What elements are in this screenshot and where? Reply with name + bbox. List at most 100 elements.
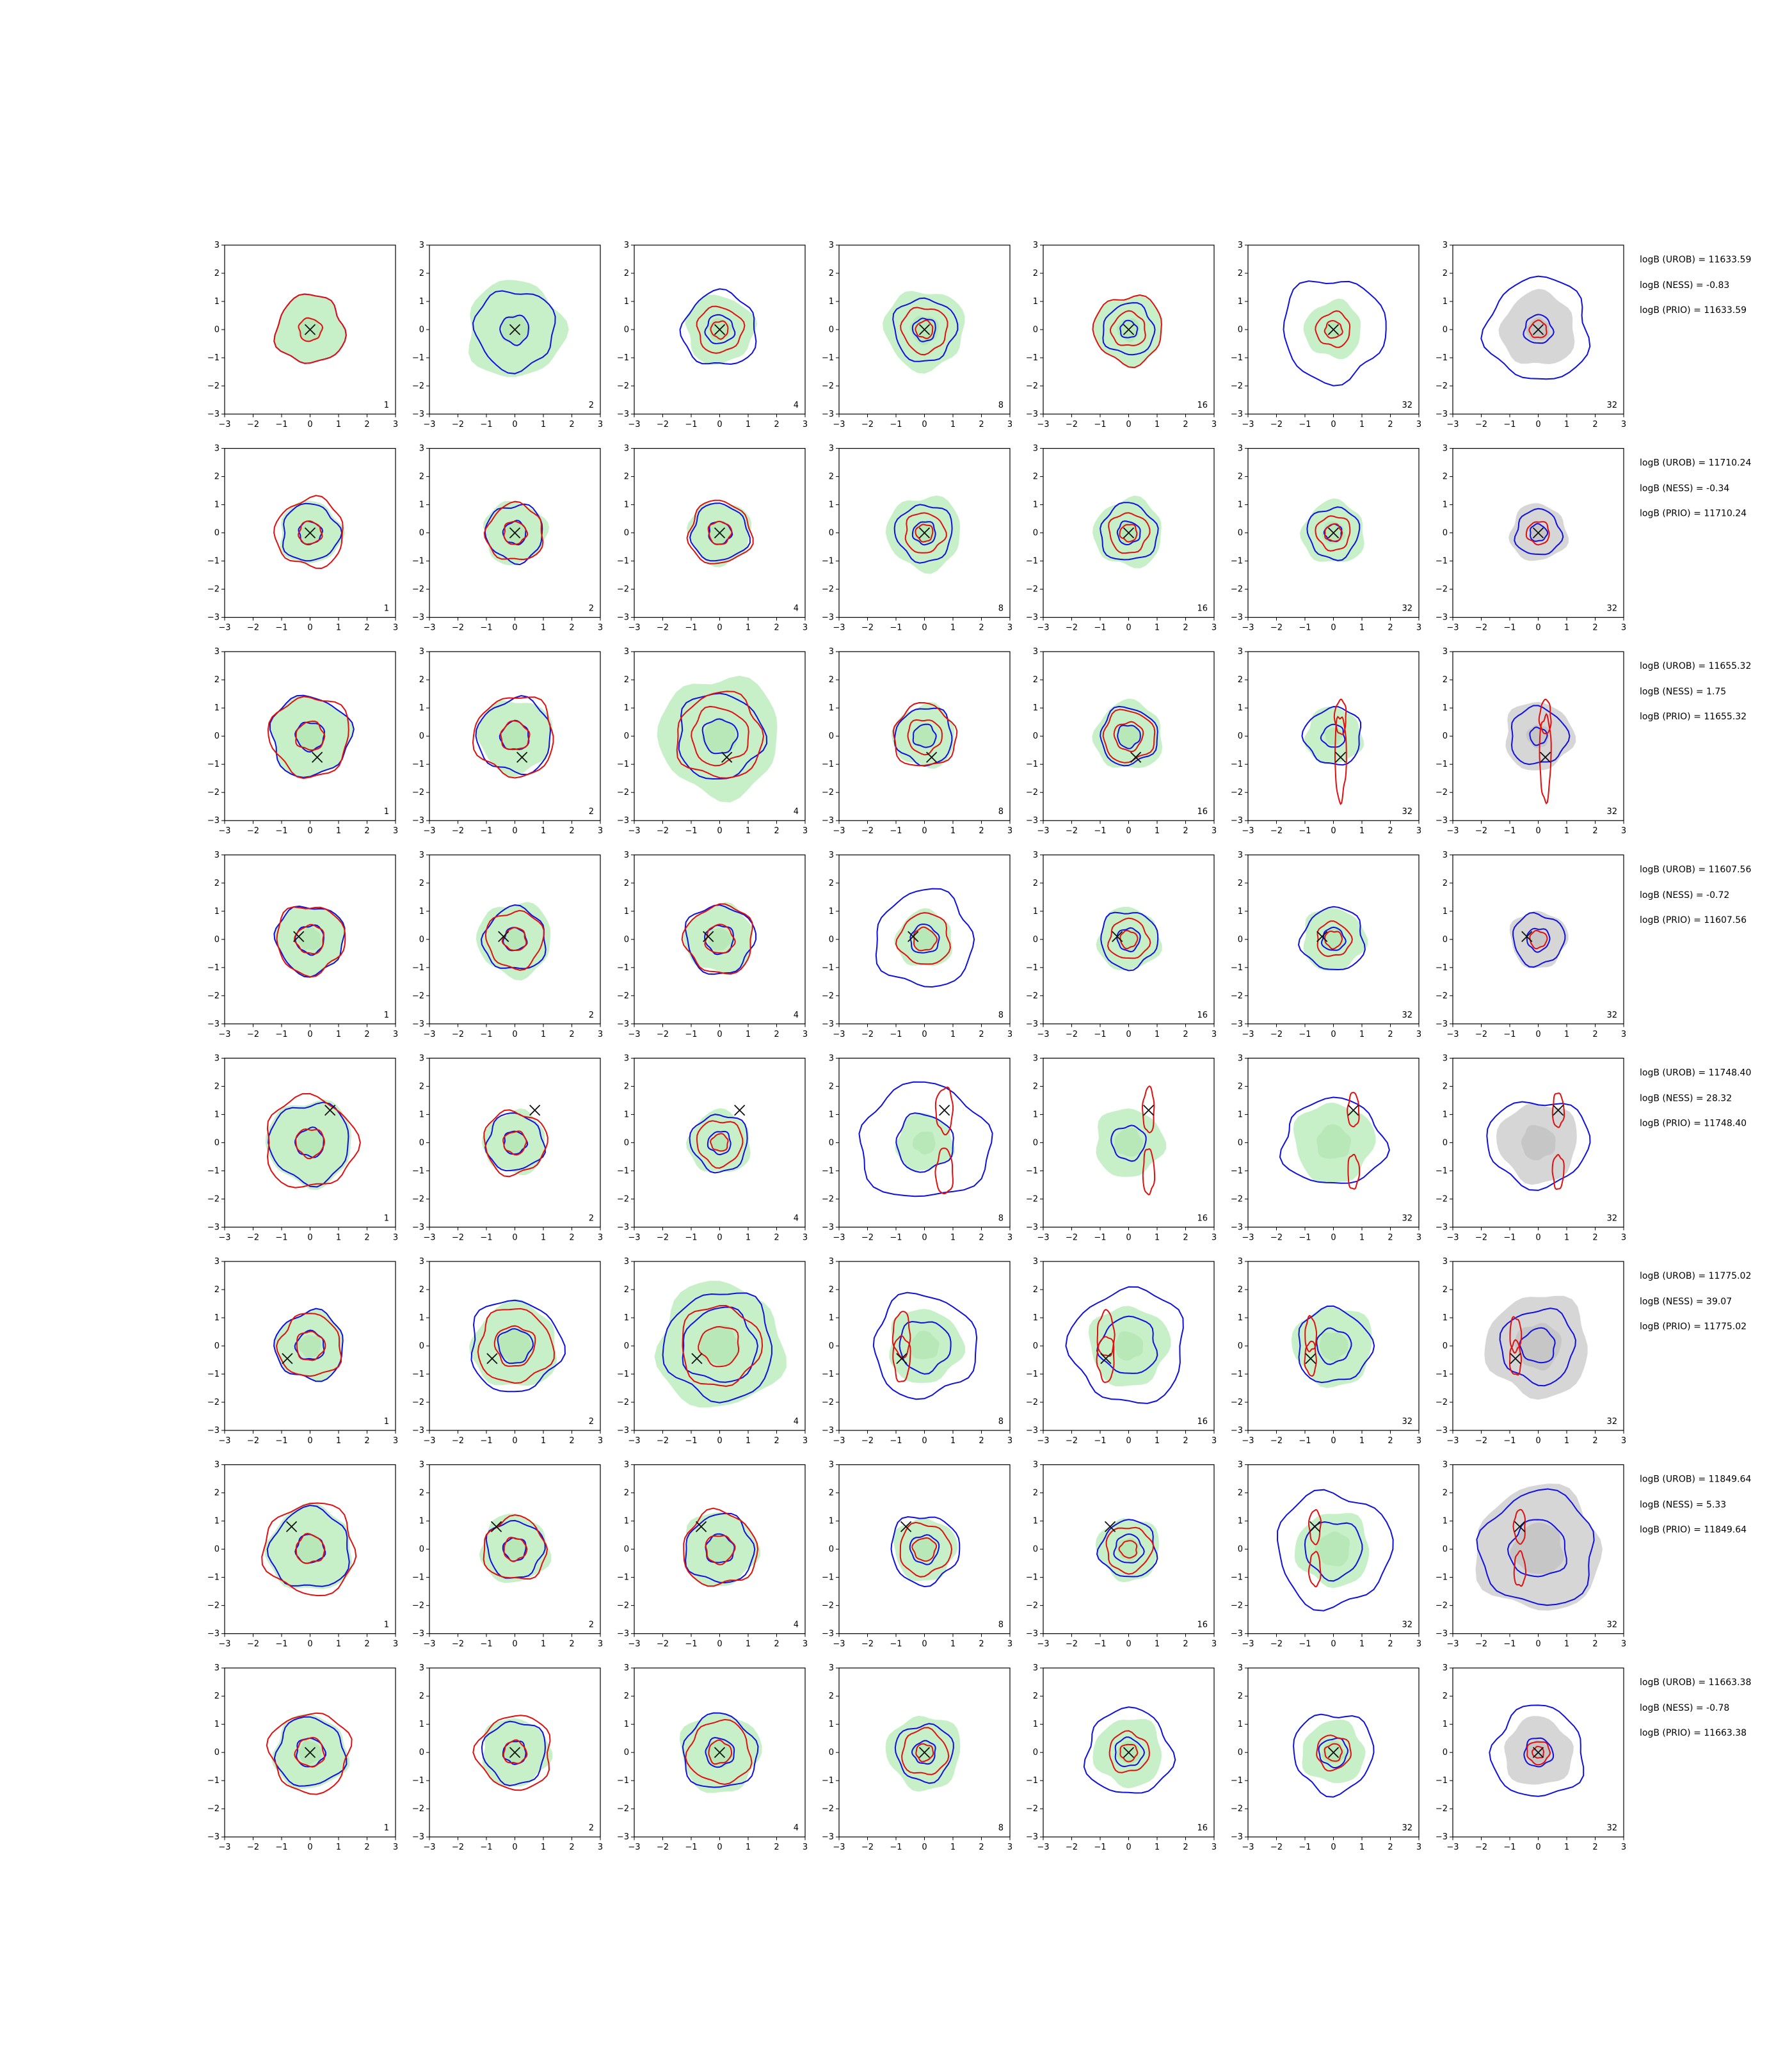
y-tick-label: 1	[419, 500, 424, 510]
x-tick-label: −1	[1094, 623, 1106, 633]
x-tick-label: 0	[1331, 420, 1336, 429]
density-core	[1530, 930, 1548, 948]
y-tick-label: 3	[214, 444, 220, 454]
logb-annotation: logB (PRIO) = 11748.40	[1640, 1118, 1747, 1128]
red-contour	[276, 906, 346, 978]
y-tick-label: −3	[1231, 1222, 1243, 1232]
density-core	[710, 1134, 728, 1152]
blue-contour	[701, 718, 739, 755]
y-tick-label: −1	[617, 353, 629, 363]
logb-annotation: logB (PRIO) = 11849.64	[1640, 1525, 1747, 1535]
x-tick-label: 1	[336, 623, 341, 633]
red-contour	[1118, 1540, 1138, 1559]
x-tick-label: −3	[1446, 623, 1459, 633]
logb-annotation: logB (UROB) = 11775.02	[1640, 1271, 1751, 1281]
x-tick-label: −3	[423, 420, 435, 429]
x-tick-label: 0	[512, 623, 517, 633]
x-tick-label: 1	[1564, 1030, 1569, 1039]
x-tick-label: −3	[628, 1640, 640, 1649]
x-tick-label: 1	[1155, 1233, 1160, 1242]
x-tick-label: 0	[1126, 1640, 1131, 1649]
y-tick-label: −2	[822, 381, 834, 391]
panel-r3-c5: −3−3 −2 −2 −1 −1 0 0 1 1 2 2 3 3 16	[1026, 647, 1217, 836]
x-tick-label: 1	[1155, 1843, 1160, 1852]
x-tick-label: 3	[1007, 1843, 1012, 1852]
x-tick-label: 1	[1359, 826, 1364, 836]
y-tick-label: 3	[214, 241, 220, 250]
red-contour	[915, 1743, 934, 1763]
x-tick-label: −2	[1066, 1030, 1078, 1039]
y-tick-label: −2	[1026, 381, 1038, 391]
x-tick-label: 2	[1592, 1030, 1597, 1039]
x-tick-label: −1	[1094, 1843, 1106, 1852]
y-tick-label: 2	[1238, 1692, 1243, 1701]
blue-contour	[872, 1292, 978, 1400]
x-tick-label: −1	[480, 420, 492, 429]
y-tick-label: 2	[829, 1285, 834, 1295]
x-tick-label: 3	[1212, 420, 1217, 429]
x-tick-label: 2	[569, 1030, 574, 1039]
red-contour	[698, 1325, 740, 1368]
true-value-marker	[1123, 324, 1135, 335]
y-tick-label: −3	[822, 816, 834, 826]
red-contour	[911, 1537, 938, 1562]
x-tick-label: 3	[803, 420, 808, 429]
red-contour	[1308, 1551, 1322, 1588]
blue-contour	[662, 1292, 772, 1404]
y-tick-label: 3	[419, 241, 424, 250]
x-tick-label: 0	[717, 420, 722, 429]
red-contour	[1119, 1743, 1139, 1763]
x-tick-label: 2	[1388, 1030, 1393, 1039]
panel-count-label: 32	[1606, 1620, 1617, 1630]
red-contour	[267, 696, 349, 780]
x-tick-label: 1	[950, 1030, 956, 1039]
blue-contour	[1116, 520, 1141, 546]
x-tick-label: −2	[247, 1030, 259, 1039]
y-tick-label: 3	[829, 851, 834, 860]
y-tick-label: −2	[412, 1398, 424, 1407]
panel-count-label: 4	[794, 807, 799, 817]
y-tick-label: 0	[1443, 1748, 1448, 1757]
y-tick-label: 2	[1033, 879, 1038, 888]
panel-count-label: 16	[1197, 1011, 1208, 1020]
x-tick-label: −2	[861, 1843, 874, 1852]
y-tick-label: −3	[617, 410, 629, 419]
y-tick-label: 3	[829, 1663, 834, 1673]
red-contour	[682, 1304, 764, 1388]
x-tick-label: 0	[1535, 826, 1540, 836]
x-tick-label: −1	[1299, 1436, 1311, 1446]
y-tick-label: 0	[1238, 935, 1243, 945]
red-contour	[895, 912, 951, 965]
density-core	[503, 1537, 527, 1560]
x-tick-label: −1	[685, 1640, 697, 1649]
panel-r1-c1: −3−3 −2 −2 −1 −1 0 0 1 1 2 2 3 3 1	[207, 241, 398, 429]
y-tick-label: 3	[1443, 1053, 1448, 1063]
y-tick-label: −1	[822, 1776, 834, 1786]
x-tick-label: 1	[541, 1030, 546, 1039]
panel-count-label: 2	[589, 1011, 594, 1020]
y-tick-label: −1	[412, 353, 424, 363]
panel-count-label: 8	[998, 807, 1004, 817]
density-core	[295, 721, 324, 752]
x-tick-label: 0	[1535, 1640, 1540, 1649]
y-tick-label: 0	[829, 529, 834, 538]
x-tick-label: 2	[1592, 1843, 1597, 1852]
x-tick-label: −1	[1094, 1233, 1106, 1242]
panel-count-label: 1	[384, 1011, 389, 1020]
y-tick-label: −2	[412, 991, 424, 1001]
x-tick-label: 3	[393, 826, 398, 836]
x-tick-label: 1	[1359, 1436, 1364, 1446]
blue-contour	[472, 290, 556, 374]
y-tick-label: 1	[624, 500, 629, 510]
x-tick-label: 1	[1155, 826, 1160, 836]
x-tick-label: 0	[717, 1843, 722, 1852]
panel-count-label: 32	[1606, 1011, 1617, 1020]
y-tick-label: 3	[1443, 647, 1448, 657]
y-tick-label: 0	[1238, 1138, 1243, 1148]
y-tick-label: 0	[1443, 935, 1448, 945]
panel-r7-c7: −3−3 −2 −2 −1 −1 0 0 1 1 2 2 3 3 32	[1436, 1460, 1626, 1649]
logb-annotation: logB (PRIO) = 11633.59	[1640, 305, 1747, 316]
red-contour	[1113, 721, 1144, 753]
x-tick-label: 0	[1535, 1030, 1540, 1039]
